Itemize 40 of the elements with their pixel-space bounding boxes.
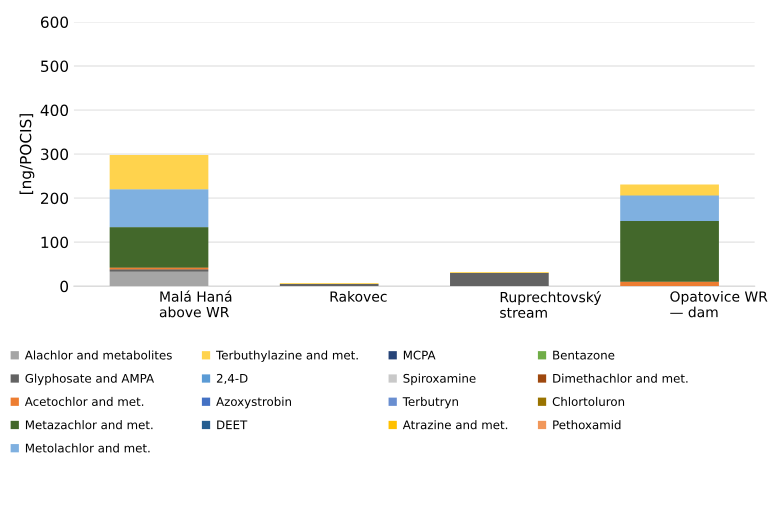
- bar: [110, 189, 208, 228]
- legend-label: Bentazone: [553, 350, 614, 360]
- legend-label: Terbuthylazine and met.: [216, 350, 358, 362]
- legend-label: Atrazine and met.: [402, 420, 508, 430]
- y-tick-label: 200: [41, 192, 68, 204]
- y-axis-title: [ng/POCIS]: [20, 114, 34, 194]
- legend-label: Acetochlor and met.: [24, 396, 144, 406]
- x-tick-label: Ruprechtovský stream: [500, 291, 602, 318]
- bar: [110, 227, 208, 268]
- bar: [620, 195, 719, 221]
- bar: [110, 269, 208, 272]
- legend-label: Metazachlor and met.: [26, 420, 152, 430]
- x-tick-label: Opatovice WR — dam: [670, 291, 768, 318]
- legend-label: Terbutryn: [402, 396, 458, 408]
- legend-label: Chlortoluron: [552, 396, 624, 406]
- y-tick-label: 400: [40, 104, 68, 116]
- y-tick-label: 300: [41, 148, 68, 160]
- bar: [110, 154, 208, 190]
- bar: [620, 282, 719, 286]
- y-tick-label: 100: [42, 236, 68, 248]
- legend-label: Metolachlor and met.: [26, 443, 150, 453]
- y-tick-label: 600: [40, 16, 68, 28]
- legend-label: 2,4-D: [216, 374, 248, 384]
- bar: [450, 272, 549, 286]
- x-tick-label: Malá Haná above WR: [160, 290, 232, 318]
- y-tick-label: 500: [41, 60, 68, 72]
- y-tick-label: 0: [60, 280, 68, 292]
- legend-label: Alachlor and metabolites: [24, 350, 172, 360]
- legend-label: Dimethachlor and met.: [553, 374, 688, 383]
- bar: [620, 184, 719, 196]
- bar: [280, 284, 379, 286]
- legend-label: Pethoxamid: [553, 420, 620, 430]
- legend-label: MCPA: [404, 350, 436, 360]
- legend-label: Spiroxamine: [404, 374, 476, 386]
- bar: [620, 220, 719, 282]
- legend-label: DEET: [217, 420, 248, 430]
- bar: [110, 272, 208, 286]
- x-tick-label: Rakovec: [330, 291, 387, 302]
- legend-label: Azoxystrobin: [216, 396, 291, 408]
- legend-label: Glyphosate and AMPA: [25, 374, 154, 386]
